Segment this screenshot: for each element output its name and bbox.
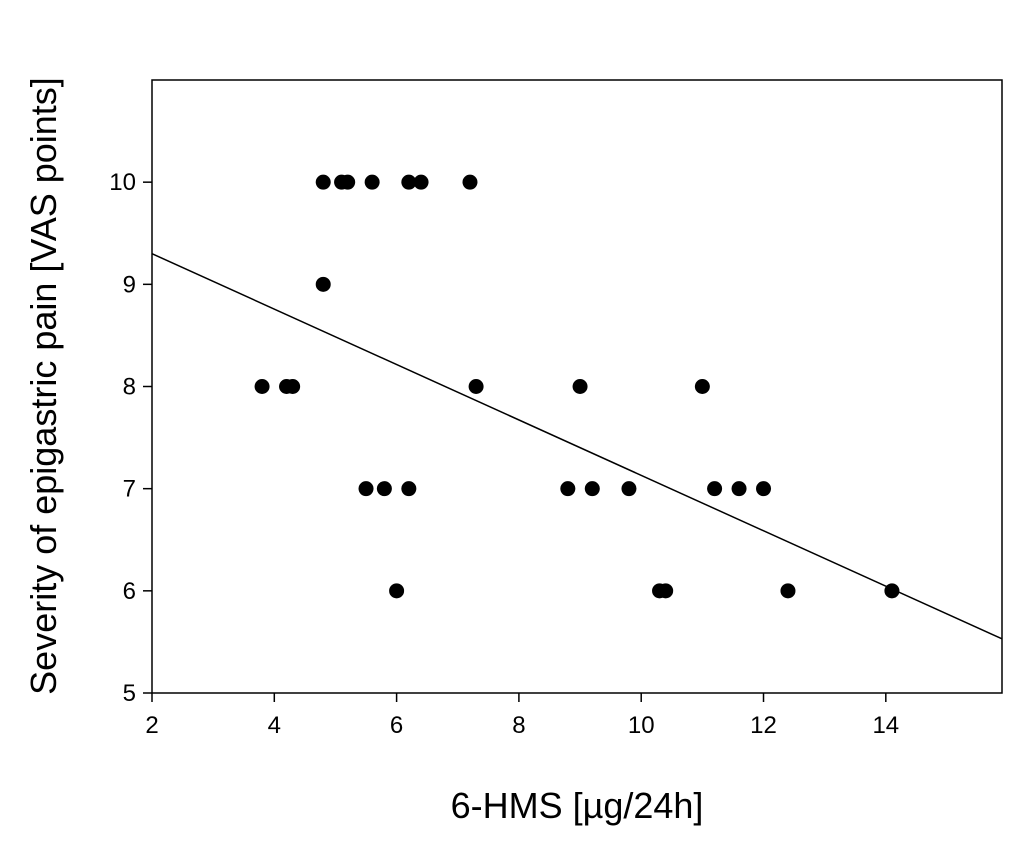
data-point-6 xyxy=(340,174,356,190)
data-point-18 xyxy=(584,481,600,497)
x-tick-label-2: 6 xyxy=(390,712,403,739)
y-tick-label-2: 7 xyxy=(123,476,136,503)
data-point-23 xyxy=(707,481,723,497)
y-axis-ticks: 5 6 7 8 9 10 xyxy=(109,169,152,707)
x-tick-label-1: 4 xyxy=(268,712,281,739)
y-tick-label-5: 10 xyxy=(109,169,136,196)
x-tick-label-6: 14 xyxy=(872,712,899,739)
x-axis-ticks: 2 4 6 8 10 12 14 xyxy=(145,693,899,739)
data-point-10 xyxy=(389,583,405,599)
y-tick-label-3: 8 xyxy=(123,374,136,401)
y-tick-label-0: 5 xyxy=(123,680,136,707)
data-point-4 xyxy=(315,276,331,292)
data-point-22 xyxy=(694,379,710,394)
data-point-25 xyxy=(756,481,772,497)
data-point-16 xyxy=(560,481,576,497)
data-point-17 xyxy=(572,379,588,394)
data-point-13 xyxy=(401,481,417,497)
x-axis-title: 6-HMS [µg/24h] xyxy=(451,785,704,826)
data-point-12 xyxy=(413,174,429,190)
data-point-9 xyxy=(376,481,392,497)
data-point-27 xyxy=(884,583,900,599)
data-point-2 xyxy=(285,379,301,394)
data-point-26 xyxy=(780,583,796,599)
data-points xyxy=(254,174,900,599)
data-point-15 xyxy=(468,379,484,394)
data-point-0 xyxy=(254,379,270,394)
trend-line xyxy=(151,253,1003,640)
regression-line xyxy=(151,253,1003,640)
y-tick-label-4: 9 xyxy=(123,271,136,298)
x-tick-label-0: 2 xyxy=(145,712,158,739)
data-point-19 xyxy=(621,481,637,497)
data-point-21 xyxy=(658,583,674,599)
data-point-24 xyxy=(731,481,747,497)
y-axis-title: Severity of epigastric pain [VAS points] xyxy=(23,77,64,695)
data-point-3 xyxy=(315,174,331,190)
data-point-11 xyxy=(401,174,417,190)
data-point-14 xyxy=(462,174,478,190)
x-tick-label-3: 8 xyxy=(512,712,525,739)
data-point-8 xyxy=(358,481,374,497)
x-tick-label-5: 12 xyxy=(750,712,777,739)
x-tick-label-4: 10 xyxy=(628,712,655,739)
y-tick-label-1: 6 xyxy=(123,578,136,605)
data-point-7 xyxy=(364,174,380,190)
